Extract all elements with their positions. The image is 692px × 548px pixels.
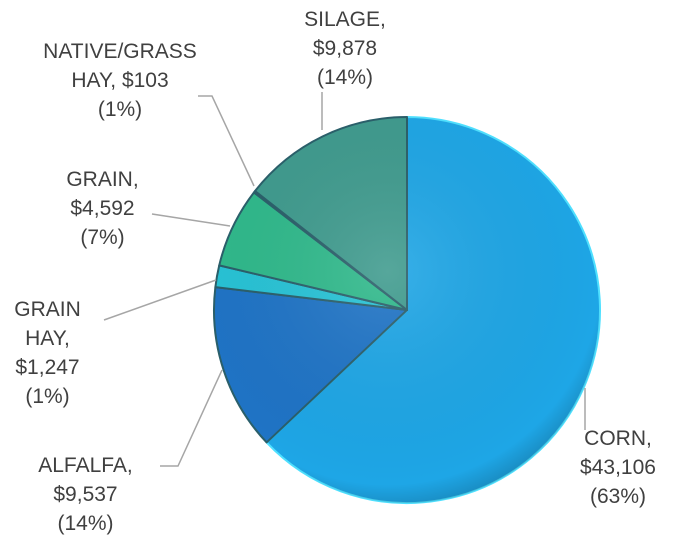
slice-label: NATIVE/GRASS HAY, $103 (1%) [20, 37, 220, 124]
leader-line [151, 213, 231, 227]
value-label: $103 [121, 69, 169, 92]
percent-label: (63%) [589, 485, 647, 508]
leader-line [198, 95, 255, 187]
leader-line [160, 369, 223, 467]
value-label: $4,592 [70, 197, 135, 220]
percent-label: (1%) [97, 98, 143, 121]
percent-label: (14%) [57, 512, 114, 535]
percent-label: (14%) [316, 66, 374, 89]
percent-label: (1%) [25, 385, 70, 408]
value-label: $43,106 [580, 456, 656, 479]
slice-label: GRAIN, $4,592 (7%) [40, 165, 165, 252]
value-label: $9,878 [312, 37, 378, 60]
percent-label: (7%) [80, 226, 125, 249]
category-label: GRAIN, [66, 168, 139, 191]
slice-label: ALFALFA, $9,537 (14%) [18, 451, 153, 538]
leader-line [103, 279, 217, 321]
slice-label: GRAIN HAY, $1,247 (1%) [0, 295, 95, 411]
category-label: ALFALFA, [38, 454, 133, 477]
category-label: CORN, [584, 427, 652, 450]
category-label: SILAGE, [304, 8, 386, 31]
category-label: GRAIN HAY, [14, 298, 81, 350]
category-label: NATIVE/GRASS HAY, [43, 40, 197, 92]
value-label: $9,537 [53, 483, 118, 506]
slice-label: CORN, $43,106 (63%) [568, 424, 668, 511]
slice-label: SILAGE, $9,878 (14%) [285, 5, 405, 92]
value-label: $1,247 [15, 356, 80, 379]
